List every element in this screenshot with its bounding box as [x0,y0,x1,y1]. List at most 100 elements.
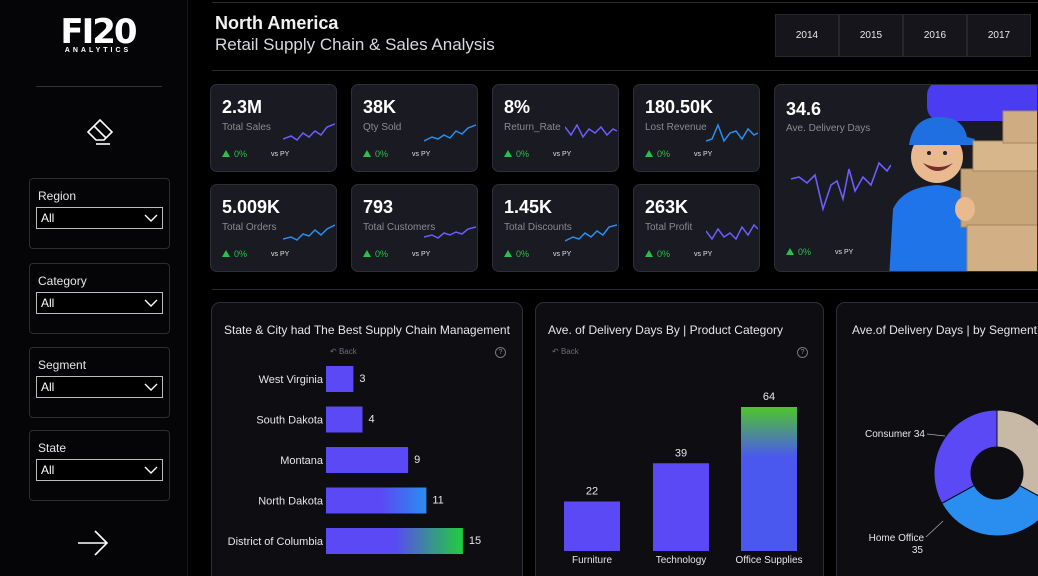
filter-state-value: All [41,463,55,477]
kpi-delta: 0% [645,149,670,159]
sparkline [424,226,476,239]
bar [326,366,354,392]
bar-value-label: 3 [359,373,365,385]
sparkline [706,122,758,143]
bar-category-label: West Virginia [259,374,324,386]
kpi-value: 180.50K [645,97,714,117]
kpi-delta: 0% [222,149,247,159]
chevron-down-icon [144,466,158,474]
kpi-card-total-orders[interactable]: 5.009K Total Orders 0% vs PY [210,184,337,272]
slice-value-label: 35 [912,545,924,556]
up-triangle-icon [786,248,794,255]
kpi-vs-py: vs PY [694,251,713,258]
panel-state-supply-chain: State & City had The Best Supply Chain M… [211,302,523,576]
delivery-person-image [889,85,1037,271]
kpi-card-qty-sold[interactable]: 38K Qty Sold 0% vs PY [351,84,478,172]
panel-segment-delivery: Ave.of Delivery Days | by Segment Consum… [836,302,1038,576]
filter-category-select[interactable]: All [36,292,163,314]
up-triangle-icon [645,250,653,257]
kpi-label: Total Sales [222,122,271,133]
up-triangle-icon [504,150,512,157]
panel-title: State & City had The Best Supply Chain M… [224,323,510,337]
kpi-delta: 0% [504,149,529,159]
filter-category: Category All [29,263,170,334]
clear-filters-eraser-icon[interactable] [84,114,116,146]
up-triangle-icon [222,150,230,157]
bar [653,463,709,551]
year-button-2017[interactable]: 2017 [967,14,1031,57]
kpi-label: Return_Rate [504,122,561,133]
filter-segment-select[interactable]: All [36,376,163,398]
logo-main-text: FI20 [60,12,137,52]
filter-segment-label: Segment [38,358,87,372]
year-button-2015[interactable]: 2015 [839,14,903,57]
help-icon[interactable]: ? [495,347,506,358]
bar [741,407,797,551]
kpi-label: Total Customers [363,222,436,233]
kpi-vs-py: vs PY [835,249,854,256]
kpi-card-total-discounts[interactable]: 1.45K Total Discounts 0% vs PY [492,184,619,272]
kpi-card-ave-delivery-days[interactable]: 34.6 Ave. Delivery Days 0% vs PY [774,84,1038,272]
bar-category-label: Technology [656,555,707,566]
kpi-card-total-profit[interactable]: 263K Total Profit 0% vs PY [633,184,760,272]
category-bar-chart: 22 Furniture 39 Technology 64 Office Supplies [564,391,803,566]
sparkline [706,223,758,241]
chevron-down-icon [144,299,158,307]
bar-category-label: Furniture [572,555,612,566]
sparkline [565,224,617,242]
section-divider [212,289,1038,290]
panel-title: Ave.of Delivery Days | by Segment [852,323,1037,337]
kpi-value: 5.009K [222,197,281,217]
bar-value-label: 39 [675,447,687,459]
kpi-card-total-customers[interactable]: 793 Total Customers 0% vs PY [351,184,478,272]
kpi-vs-py: vs PY [412,151,431,158]
kpi-delta: 0% [786,247,811,257]
kpi-card-total-sales[interactable]: 2.3M Total Sales 0% vs PY [210,84,337,172]
filter-category-value: All [41,296,55,310]
bar-value-label: 15 [469,535,481,547]
header-divider [212,70,1038,71]
kpi-vs-py: vs PY [694,151,713,158]
kpi-delta: 0% [363,249,388,259]
chevron-down-icon [144,383,158,391]
kpi-label: Qty Sold [363,122,402,133]
kpi-vs-py: vs PY [271,151,290,158]
bar [326,487,427,514]
year-button-2016[interactable]: 2016 [903,14,967,57]
bar-value-label: 22 [586,486,598,498]
sidebar: FI20 ANALYTICS Region All Category All S… [0,0,188,576]
filter-region-select[interactable]: All [36,207,163,229]
kpi-label: Lost Revenue [645,122,707,133]
bar-category-label: North Dakota [258,496,324,508]
donut-slice [996,409,1038,497]
up-triangle-icon [504,250,512,257]
bar [564,501,620,551]
bar-category-label: Montana [280,455,324,467]
kpi-delta: 0% [504,249,529,259]
bar-category-label: Office Supplies [735,555,802,566]
up-triangle-icon [363,150,371,157]
bar-category-label: South Dakota [256,415,324,427]
arrow-right-icon[interactable] [76,528,110,558]
back-button[interactable]: ↶ Back [330,347,357,356]
kpi-vs-py: vs PY [553,251,572,258]
filter-segment-value: All [41,380,55,394]
sparkline [424,124,476,142]
donut-slice [933,409,998,505]
bar [326,447,409,473]
bar [326,406,363,433]
slice-label: Consumer 34 [865,429,925,440]
slice-label: Home Office [869,533,925,544]
kpi-vs-py: vs PY [271,251,290,258]
kpi-value: 1.45K [504,197,553,217]
page-subtitle: Retail Supply Chain & Sales Analysis [215,35,495,54]
kpi-card-lost-revenue[interactable]: 180.50K Lost Revenue 0% vs PY [633,84,760,172]
kpi-card-return-rate[interactable]: 8% Return_Rate 0% vs PY [492,84,619,172]
year-button-2014[interactable]: 2014 [775,14,839,57]
filter-state-label: State [38,441,67,455]
help-icon[interactable]: ? [797,347,808,358]
back-button[interactable]: ↶ Back [552,347,579,356]
filter-state: State All [29,430,170,501]
filter-state-select[interactable]: All [36,459,163,481]
